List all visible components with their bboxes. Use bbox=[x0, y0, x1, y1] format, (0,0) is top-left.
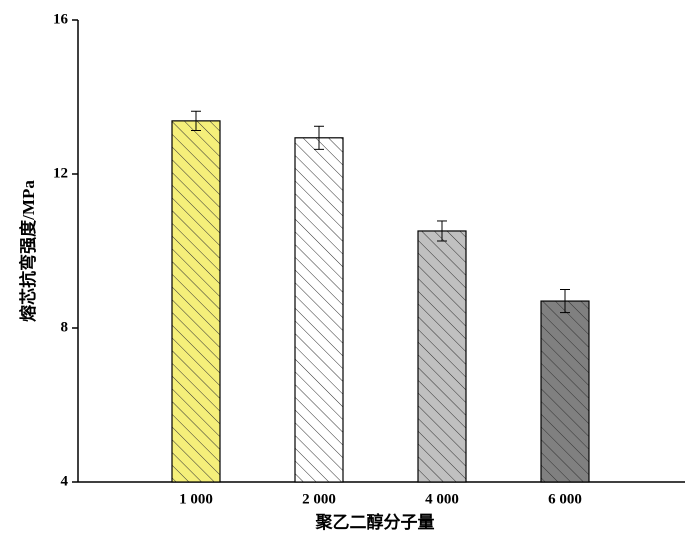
error-bar bbox=[437, 220, 447, 242]
y-tick-label: 4 bbox=[61, 473, 69, 489]
y-axis-label: 熔芯抗弯强度/MPa bbox=[18, 180, 38, 322]
bar bbox=[294, 137, 344, 483]
bar bbox=[417, 230, 467, 483]
x-axis-label: 聚乙二醇分子量 bbox=[315, 512, 435, 532]
x-tick-label: 1 000 bbox=[179, 491, 213, 507]
error-bar bbox=[560, 289, 570, 314]
x-tick-label: 2 000 bbox=[302, 491, 336, 507]
x-tick-label: 6 000 bbox=[548, 491, 582, 507]
bar bbox=[540, 300, 590, 483]
bar bbox=[171, 120, 221, 483]
x-tick-label: 4 000 bbox=[425, 491, 459, 507]
y-tick-label: 16 bbox=[53, 11, 69, 27]
error-bar bbox=[191, 110, 201, 131]
y-tick-label: 8 bbox=[61, 319, 69, 335]
error-bar bbox=[314, 125, 324, 150]
y-tick-label: 12 bbox=[53, 165, 68, 181]
